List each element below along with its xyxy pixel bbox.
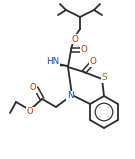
Text: O: O [30,83,36,93]
Text: O: O [81,45,87,55]
Text: S: S [101,73,107,83]
Text: O: O [90,58,96,66]
Text: HN: HN [46,56,60,66]
Text: O: O [72,35,78,44]
Text: O: O [27,107,33,117]
Polygon shape [53,64,68,66]
Text: N: N [67,91,73,100]
